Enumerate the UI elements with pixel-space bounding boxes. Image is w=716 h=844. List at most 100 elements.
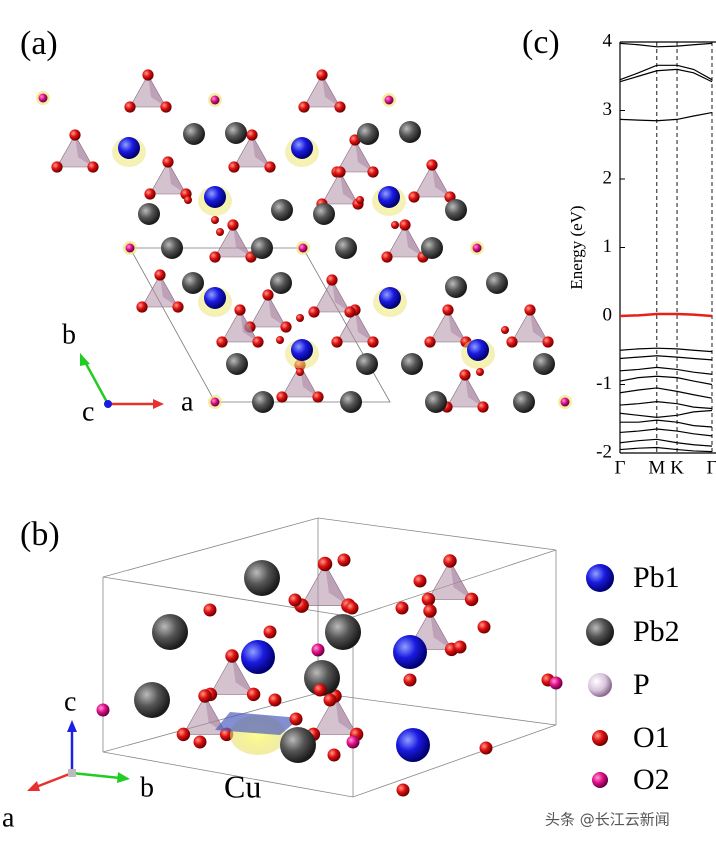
tetrahedron: [511, 309, 549, 343]
tetrahedron-face: [335, 696, 357, 735]
axis-indicator: [80, 353, 164, 409]
axis-indicator: [27, 720, 130, 791]
tetrahedron-face: [268, 295, 286, 327]
atom-o1: [216, 228, 224, 236]
tetrahedron-face: [405, 225, 423, 257]
atom-o: [144, 188, 156, 200]
atom-o: [326, 274, 338, 286]
atom-pb2: [356, 353, 378, 375]
x-tick-label: M: [648, 457, 665, 478]
tetrahedron: [233, 134, 271, 168]
atom-o: [225, 649, 239, 663]
atom-pb2: [280, 727, 316, 763]
atom-pb1: [393, 635, 427, 669]
atom-pb2: [445, 199, 467, 221]
atom-o: [317, 556, 333, 572]
legend-label: O2: [633, 763, 670, 796]
atom-o: [334, 166, 346, 178]
tetrahedron-face: [240, 310, 258, 342]
axis-label: c: [82, 396, 94, 427]
atom-o1: [323, 693, 337, 707]
atom-o: [276, 391, 288, 403]
tetrahedron-face: [430, 611, 452, 650]
atom-pb2: [486, 272, 508, 294]
atom-o: [316, 69, 328, 81]
legend-label: P: [633, 668, 650, 701]
atom-pb2: [399, 121, 421, 143]
tetrahedron-face: [233, 225, 251, 257]
y-tick-label: -1: [596, 373, 612, 394]
tetrahedron-face: [355, 140, 373, 172]
atom-o: [308, 306, 320, 318]
tetrahedron-face: [465, 375, 483, 407]
atom-o: [524, 304, 536, 316]
tetrahedron: [149, 161, 187, 195]
y-tick-label: 4: [603, 30, 613, 51]
atom-o2: [298, 243, 308, 253]
atom-o: [399, 219, 411, 231]
tetrahedron: [336, 309, 374, 343]
atom-o1: [184, 196, 192, 204]
tetrahedron: [214, 224, 252, 258]
band: [619, 111, 713, 122]
atom-o2: [472, 243, 482, 253]
atom-o: [477, 401, 489, 413]
atom-pb1: [118, 137, 140, 159]
y-tick-label: 3: [603, 99, 613, 120]
atom-o: [331, 336, 343, 348]
atom-o1: [396, 783, 410, 797]
band: [619, 428, 713, 437]
atom-o: [69, 129, 81, 141]
atom-pb2: [161, 237, 183, 259]
atom-o2: [125, 243, 135, 253]
atom-pb1: [379, 287, 401, 309]
atom-o2: [38, 93, 48, 103]
atom-o: [424, 336, 436, 348]
annotation: Cu: [224, 768, 261, 804]
legend-label: Pb2: [633, 615, 680, 648]
axis-label: b: [62, 319, 76, 350]
x-tick-label: Γ: [615, 457, 626, 478]
atom-o2: [210, 397, 220, 407]
atom-o: [280, 321, 292, 333]
x-tick-label: Γ: [707, 457, 716, 478]
atom-o1: [356, 196, 364, 204]
axis-label: c: [64, 686, 76, 717]
atom-pb1: [291, 339, 313, 361]
atom-o1: [413, 574, 427, 588]
atom-o: [162, 156, 174, 168]
atom-o: [154, 269, 166, 281]
atom-o: [228, 161, 240, 173]
tetrahedron: [209, 655, 255, 695]
panel-label: (a): [20, 25, 58, 62]
tetrahedron: [427, 560, 473, 600]
atom-pb1: [378, 186, 400, 208]
tetrahedron-face: [75, 135, 93, 167]
atom-o: [367, 166, 379, 178]
atom-o: [312, 391, 324, 403]
atom-o: [443, 554, 457, 568]
atom-o2: [560, 397, 570, 407]
band: [619, 438, 713, 447]
band: [619, 347, 713, 353]
atom-o: [124, 101, 136, 113]
atom-o1: [501, 326, 509, 334]
legend: Pb1 Pb2 P O1 O2: [586, 561, 680, 796]
tetrahedron: [249, 294, 287, 328]
atom-pb2: [152, 614, 188, 650]
atom-pb2: [134, 682, 170, 718]
band: [619, 375, 713, 386]
atom-o1: [211, 216, 219, 224]
band: [619, 366, 713, 375]
atom-o: [246, 129, 258, 141]
atom-o1: [391, 221, 399, 229]
panel-label: (c): [522, 24, 560, 61]
atom-o1: [313, 683, 327, 697]
atom-o: [234, 304, 246, 316]
atom-pb2: [183, 123, 205, 145]
tetrahedron: [429, 309, 467, 343]
atom-pb1: [241, 640, 275, 674]
atom-o: [160, 101, 172, 113]
atom-pb1: [204, 186, 226, 208]
